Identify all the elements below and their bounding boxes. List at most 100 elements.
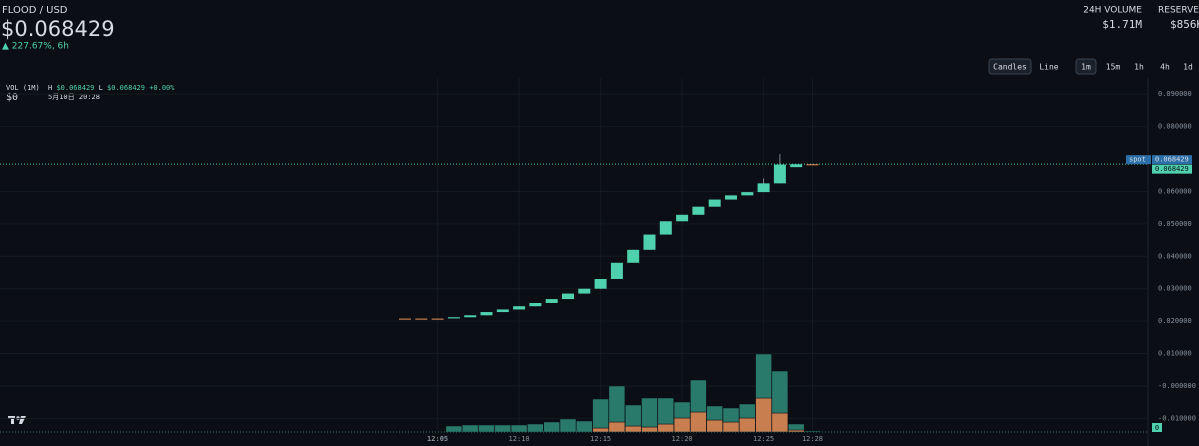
- candle-body: [806, 164, 819, 166]
- candle-body: [790, 164, 803, 168]
- volume-bar: [771, 370, 789, 414]
- candle-body: [529, 302, 542, 307]
- volume-tag-label: 0: [1155, 424, 1159, 432]
- volume-bar: [706, 419, 723, 433]
- legend-l-label: L: [99, 84, 103, 92]
- x-tick-label: 12:28: [802, 435, 823, 443]
- y-tick-label: 0.090000: [1158, 90, 1192, 98]
- volume-bar: [576, 420, 593, 433]
- volume-bar: [739, 403, 756, 419]
- button-frame: [988, 58, 1032, 75]
- stat-label: RESERVES: [1158, 6, 1199, 16]
- volume-bar: [478, 424, 495, 433]
- volume-bar: [461, 424, 479, 433]
- y-tick-label: 0.080000: [1158, 123, 1192, 131]
- toolbar-button[interactable]: 4h: [1160, 63, 1170, 72]
- stat-value: $1.71M: [1102, 18, 1142, 31]
- volume-bar: [592, 427, 609, 433]
- volume-bar: [673, 401, 691, 419]
- candle-body: [480, 312, 493, 316]
- legend-title: VOL (1M): [6, 84, 40, 92]
- y-tick-label: 0.050000: [1158, 220, 1192, 228]
- y-tick-label: 0.020000: [1158, 317, 1192, 325]
- button-label: 4h: [1160, 63, 1170, 72]
- candle-body: [627, 249, 640, 263]
- volume-bar: [608, 385, 626, 423]
- last-tag: [1152, 164, 1192, 174]
- candle-body: [578, 288, 591, 294]
- candle-body: [708, 199, 721, 207]
- x-tick-label: 12:05: [427, 435, 448, 443]
- toolbar-button[interactable]: 15m: [1106, 63, 1121, 72]
- volume-bar: [543, 421, 560, 433]
- candle-body: [773, 164, 786, 184]
- toolbar-button[interactable]: 1m: [1075, 58, 1097, 75]
- legend-h: $0.068429: [56, 84, 94, 92]
- candle-body: [415, 318, 428, 320]
- candle-body: [659, 221, 672, 235]
- button-label: 1h: [1134, 63, 1144, 72]
- volume-bar: [510, 424, 528, 433]
- toolbar-button[interactable]: 1h: [1134, 63, 1144, 72]
- volume-bar: [494, 424, 512, 433]
- button-label: Candles: [993, 63, 1027, 72]
- volume-bar: [706, 405, 723, 421]
- price-tag-label: 0.068429: [1155, 156, 1189, 164]
- legend-ohlc: H $0.068429 L $0.068429 +0.00%: [48, 84, 175, 92]
- x-tick-label: 12:15: [590, 435, 611, 443]
- x-tick-label: 12:20: [672, 435, 693, 443]
- candle-body: [464, 315, 477, 318]
- candle-body: [562, 293, 574, 300]
- volume-bar: [804, 430, 821, 433]
- volume-bar: [657, 423, 675, 433]
- spot-tag: [1126, 155, 1151, 165]
- volume-bar: [755, 353, 772, 399]
- volume-bar: [722, 407, 740, 423]
- legend-value: $0: [6, 92, 18, 103]
- volume-bar: [755, 397, 772, 433]
- button-label: 15m: [1106, 63, 1121, 72]
- candle-body: [741, 192, 754, 196]
- volume-bar: [592, 398, 609, 429]
- button-label: 1d: [1183, 63, 1193, 72]
- change: ▲ 227.67%, 6h: [2, 42, 69, 52]
- volume-bar: [787, 423, 805, 431]
- legend-change: +0.00%: [149, 84, 175, 92]
- candle-body: [545, 299, 558, 303]
- x-tick-label: 12:25: [753, 435, 774, 443]
- candle-body: [692, 206, 705, 215]
- y-tick-label: -0.010000: [1158, 414, 1196, 422]
- volume-bar: [690, 411, 707, 433]
- stat-label: 24H VOLUME: [1083, 6, 1142, 16]
- y-tick-label: -0.000000: [1158, 382, 1196, 390]
- candle-body: [496, 309, 509, 313]
- toolbar-button[interactable]: 1d: [1183, 63, 1193, 72]
- price-tag: [1152, 155, 1192, 165]
- volume-bar: [608, 421, 626, 433]
- candle-body: [513, 306, 526, 310]
- volume-bar: [771, 412, 789, 433]
- button-label: 1m: [1081, 63, 1091, 72]
- button-label: Line: [1039, 63, 1058, 72]
- toolbar-button[interactable]: Candles: [988, 58, 1032, 75]
- button-frame: [1075, 58, 1097, 75]
- legend-l: $0.068429: [107, 84, 145, 92]
- volume-bar: [624, 404, 642, 427]
- legend-h-label: H: [48, 84, 52, 92]
- pair: FLOOD / USD: [2, 5, 68, 16]
- toolbar-button[interactable]: Line: [1039, 63, 1058, 72]
- candle-body: [610, 262, 623, 279]
- spot-tag-label: spot: [1129, 156, 1146, 164]
- volume-bar: [624, 425, 642, 433]
- volume-bar: [445, 425, 463, 433]
- volume-bar: [722, 421, 740, 433]
- y-tick-label: 0.060000: [1158, 187, 1192, 195]
- last-tag-label: 0.068429: [1155, 165, 1189, 173]
- volume-bar: [641, 426, 658, 433]
- volume-bar: [559, 418, 577, 433]
- candle-body: [399, 318, 411, 320]
- volume-bar: [673, 417, 691, 433]
- volume-bar: [690, 379, 707, 413]
